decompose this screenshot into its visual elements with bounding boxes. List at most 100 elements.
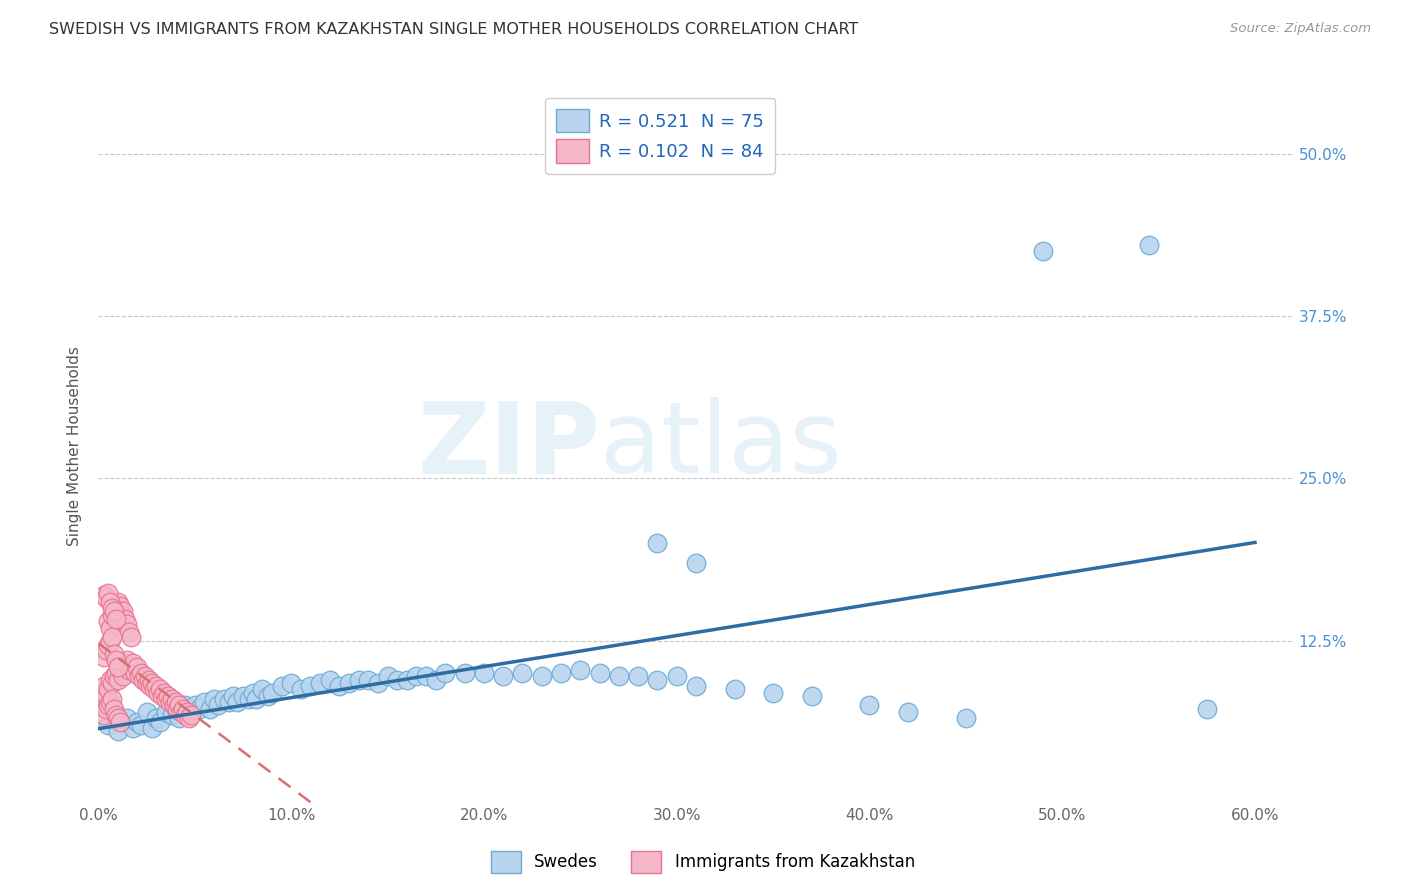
Point: [112, 604, 135, 618]
Point: [110, 607, 132, 622]
Point: [166, 702, 188, 716]
Point: [207, 698, 229, 713]
Point: [180, 705, 202, 719]
Point: [103, 702, 125, 716]
Point: [367, 676, 389, 690]
Point: [149, 715, 172, 730]
Point: [93, 707, 115, 722]
Point: [101, 676, 124, 690]
Point: [104, 666, 127, 681]
Point: [91, 685, 114, 699]
Point: [141, 721, 163, 735]
Point: [97, 698, 120, 713]
Point: [260, 685, 283, 699]
Point: [122, 721, 145, 735]
Point: [160, 707, 183, 722]
Point: [309, 676, 332, 690]
Point: [169, 711, 191, 725]
Point: [94, 690, 117, 704]
Point: [124, 666, 146, 681]
Point: [160, 692, 183, 706]
Point: [153, 685, 176, 699]
Point: [108, 664, 131, 678]
Point: [138, 673, 160, 687]
Point: [550, 666, 572, 681]
Point: [193, 695, 215, 709]
Point: [150, 690, 173, 704]
Point: [569, 664, 592, 678]
Point: [257, 690, 280, 704]
Point: [665, 668, 688, 682]
Point: [139, 679, 162, 693]
Point: [180, 707, 202, 722]
Point: [174, 707, 197, 722]
Point: [165, 695, 187, 709]
Point: [118, 624, 141, 639]
Point: [530, 668, 553, 682]
Point: [627, 668, 650, 682]
Point: [232, 690, 254, 704]
Point: [187, 702, 209, 716]
Point: [93, 588, 115, 602]
Point: [108, 715, 131, 730]
Point: [170, 705, 193, 719]
Point: [200, 702, 222, 716]
Point: [132, 673, 155, 687]
Point: [290, 681, 312, 696]
Legend: R = 0.521  N = 75, R = 0.102  N = 84: R = 0.521 N = 75, R = 0.102 N = 84: [546, 98, 775, 174]
Point: [647, 673, 669, 687]
Point: [98, 673, 121, 687]
Point: [135, 676, 157, 690]
Point: [177, 711, 200, 725]
Point: [299, 679, 322, 693]
Point: [252, 681, 274, 696]
Point: [143, 681, 166, 696]
Point: [222, 690, 245, 704]
Point: [107, 673, 129, 687]
Point: [607, 668, 630, 682]
Point: [1032, 244, 1054, 259]
Point: [685, 679, 707, 693]
Point: [723, 681, 745, 696]
Point: [129, 718, 152, 732]
Point: [145, 711, 167, 725]
Point: [155, 692, 177, 706]
Point: [226, 695, 249, 709]
Point: [512, 666, 534, 681]
Point: [685, 556, 707, 570]
Point: [120, 630, 142, 644]
Point: [101, 692, 124, 706]
Point: [280, 676, 302, 690]
Point: [162, 698, 184, 713]
Point: [184, 698, 207, 713]
Point: [955, 711, 977, 725]
Point: [104, 604, 127, 618]
Point: [135, 705, 157, 719]
Point: [125, 659, 148, 673]
Point: [176, 705, 198, 719]
Text: Source: ZipAtlas.com: Source: ZipAtlas.com: [1230, 22, 1371, 36]
Point: [125, 715, 148, 730]
Point: [104, 653, 127, 667]
Point: [858, 698, 880, 713]
Point: [242, 685, 264, 699]
Point: [453, 666, 475, 681]
Point: [107, 711, 129, 725]
Point: [169, 698, 191, 713]
Point: [165, 702, 187, 716]
Legend: Swedes, Immigrants from Kazakhstan: Swedes, Immigrants from Kazakhstan: [484, 845, 922, 880]
Point: [328, 679, 350, 693]
Point: [93, 650, 115, 665]
Point: [97, 638, 120, 652]
Text: SWEDISH VS IMMIGRANTS FROM KAZAKHSTAN SINGLE MOTHER HOUSEHOLDS CORRELATION CHART: SWEDISH VS IMMIGRANTS FROM KAZAKHSTAN SI…: [49, 22, 859, 37]
Point: [319, 673, 342, 687]
Point: [405, 668, 427, 682]
Point: [337, 676, 360, 690]
Point: [101, 601, 124, 615]
Point: [94, 702, 117, 716]
Point: [122, 656, 145, 670]
Point: [1137, 238, 1160, 252]
Point: [107, 724, 129, 739]
Point: [101, 630, 124, 644]
Point: [98, 633, 121, 648]
